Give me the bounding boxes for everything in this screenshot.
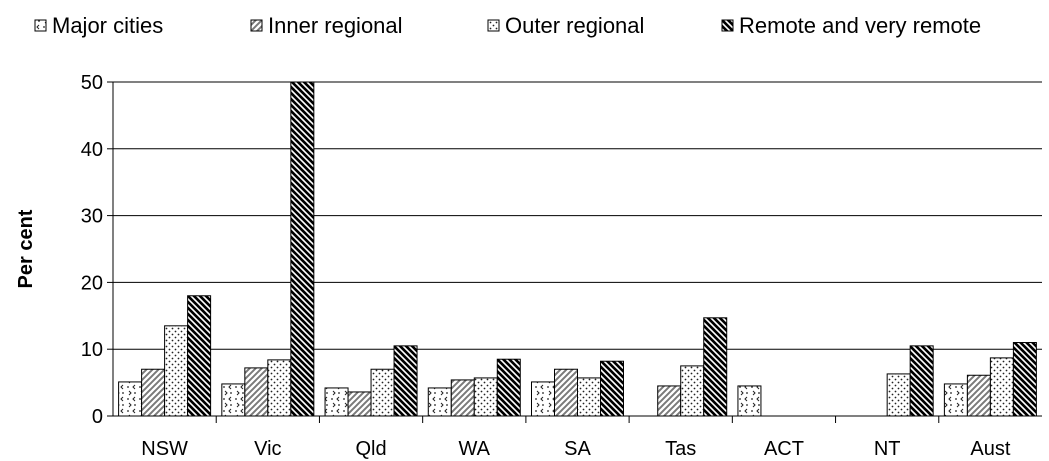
legend: Major cities Inner regional Outer regional… [34,13,981,38]
bar-sa-2 [577,377,601,417]
y-tick-label: 0 [92,406,103,428]
bars [118,81,1037,417]
bar-nsw-1 [141,368,166,417]
bar-nsw-2 [164,325,189,417]
x-tick-label: Qld [355,438,386,460]
bar-qld-3 [393,345,418,417]
bar-act-0 [737,385,762,417]
bar-nsw-0 [118,381,143,417]
y-tick-label: 20 [81,272,103,294]
x-tick-label: SA [564,438,591,460]
bar-qld-2 [370,368,395,417]
y-tick-label: 30 [81,206,103,228]
gridlines [113,81,1042,350]
bar-sa-3 [600,360,624,417]
legend-swatch [34,19,47,32]
bar-wa-2 [473,377,498,417]
axis-labels: 0 10 20 30 40 50 NSW Vic Qld WA SA Tas ACT NT Aust Per … [15,72,1011,460]
bar-qld-1 [347,391,372,417]
y-tick-label: 40 [81,139,103,161]
bar-aust-3 [1012,342,1037,417]
legend-label: Major cities [52,13,163,38]
x-tick-label: ACT [764,438,804,460]
bar-nt-3 [909,345,934,417]
x-tick-label: Tas [665,438,696,460]
bar-tas-1 [657,385,682,417]
x-tick-label: Vic [254,438,281,460]
x-tick-label: NSW [141,438,188,460]
bar-nsw-3 [187,295,212,417]
bar-wa-0 [427,387,452,417]
x-tick-label: WA [459,438,491,460]
y-tick-label: 10 [81,339,103,361]
bar-qld-0 [324,387,349,417]
bar-aust-0 [943,383,968,417]
x-tick-label: NT [874,438,901,460]
bar-sa-1 [554,368,578,417]
legend-label: Outer regional [505,13,644,38]
y-axis-title: Per cent [15,209,37,288]
legend-label: Inner regional [268,13,403,38]
bar-vic-3 [290,81,315,417]
axes [107,81,1042,423]
bar-sa-0 [531,381,555,417]
bar-nt-2 [886,373,911,417]
legend-label: Remote and very remote [739,13,981,38]
bar-vic-1 [244,367,269,417]
x-tick-label: Aust [970,438,1010,460]
y-tick-label: 50 [81,72,103,94]
bar-vic-2 [267,359,292,417]
bar-wa-3 [496,358,521,417]
bar-tas-2 [680,365,705,417]
legend-swatch [721,19,734,32]
bar-aust-2 [989,357,1014,417]
bar-wa-1 [450,379,475,417]
legend-swatch [250,19,263,32]
bar-vic-0 [221,383,246,417]
bar-tas-3 [703,317,728,417]
bar-aust-1 [966,374,991,417]
legend-swatch [487,19,500,32]
